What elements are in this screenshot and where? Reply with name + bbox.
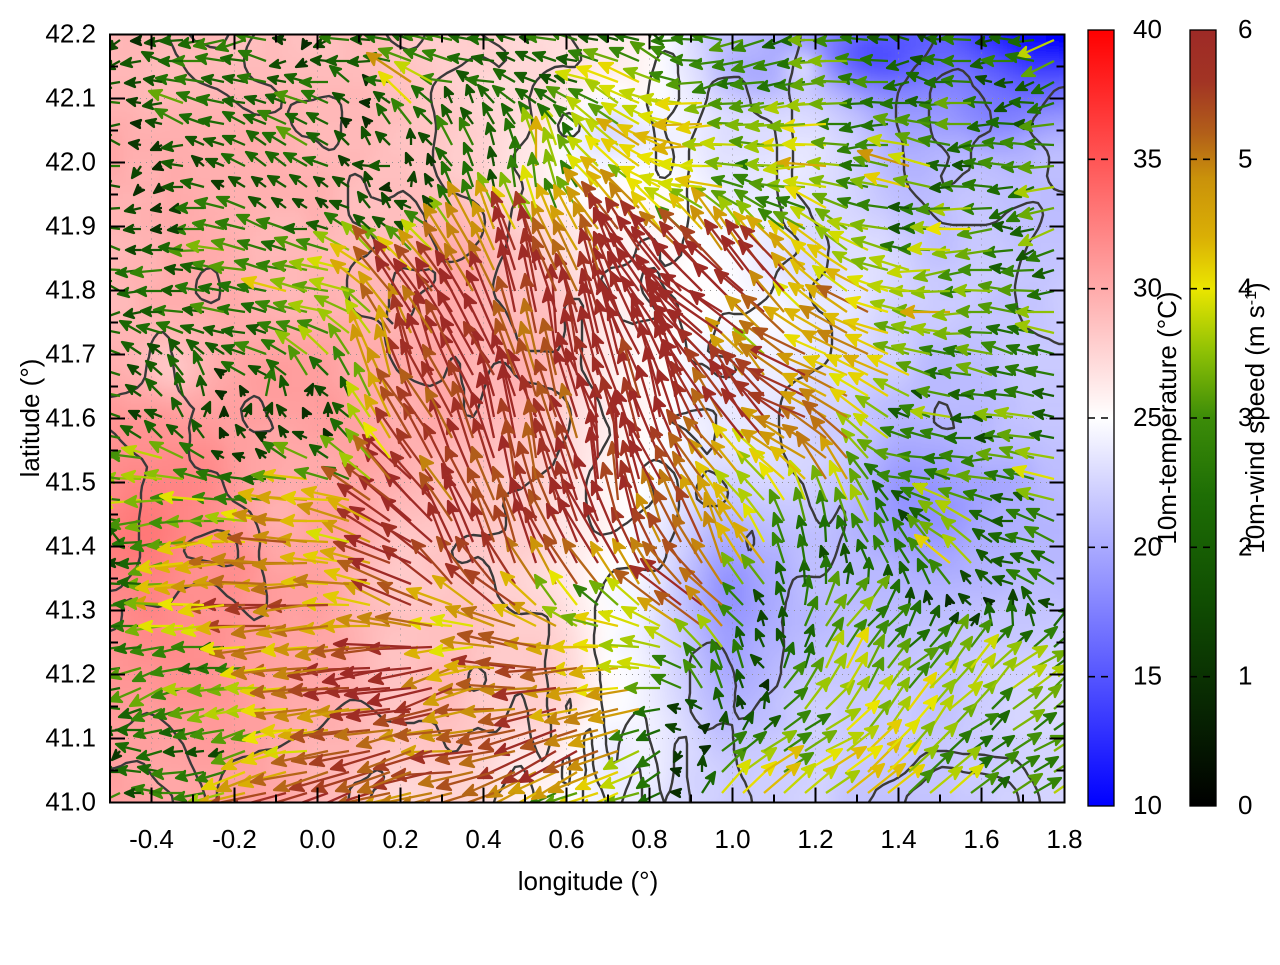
svg-text:1.0: 1.0	[714, 824, 750, 854]
svg-text:41.9: 41.9	[45, 211, 96, 241]
svg-text:1.6: 1.6	[963, 824, 999, 854]
svg-text:1: 1	[1238, 661, 1252, 691]
svg-text:41.5: 41.5	[45, 467, 96, 497]
svg-text:41.6: 41.6	[45, 403, 96, 433]
svg-text:0.8: 0.8	[631, 824, 667, 854]
svg-text:41.4: 41.4	[45, 531, 96, 561]
svg-text:41.1: 41.1	[45, 723, 96, 753]
svg-text:42.1: 42.1	[45, 83, 96, 113]
svg-text:1.8: 1.8	[1046, 824, 1082, 854]
svg-text:0.0: 0.0	[299, 824, 335, 854]
svg-text:20: 20	[1133, 531, 1162, 561]
svg-text:15: 15	[1133, 661, 1162, 691]
svg-text:42.2: 42.2	[45, 19, 96, 49]
svg-text:41.2: 41.2	[45, 659, 96, 689]
svg-text:30: 30	[1133, 273, 1162, 303]
svg-text:-0.4: -0.4	[129, 824, 174, 854]
svg-text:latitude (°): latitude (°)	[15, 359, 45, 478]
svg-text:0: 0	[1238, 790, 1252, 820]
svg-text:6: 6	[1238, 14, 1252, 44]
svg-text:40: 40	[1133, 14, 1162, 44]
svg-text:0.2: 0.2	[382, 824, 418, 854]
svg-text:0.4: 0.4	[465, 824, 501, 854]
svg-text:10m-temperature (°C): 10m-temperature (°C)	[1152, 291, 1182, 544]
svg-text:4: 4	[1238, 273, 1252, 303]
svg-text:41.3: 41.3	[45, 595, 96, 625]
svg-text:5: 5	[1238, 143, 1252, 173]
svg-text:-0.2: -0.2	[212, 824, 257, 854]
svg-text:25: 25	[1133, 402, 1162, 432]
svg-text:41.7: 41.7	[45, 339, 96, 369]
svg-text:35: 35	[1133, 143, 1162, 173]
svg-text:3: 3	[1238, 402, 1252, 432]
svg-text:10m-wind speed (m s-1): 10m-wind speed (m s-1)	[1240, 282, 1270, 553]
svg-text:41.8: 41.8	[45, 275, 96, 305]
svg-text:longitude (°): longitude (°)	[518, 866, 658, 896]
svg-text:42.0: 42.0	[45, 147, 96, 177]
svg-text:1.4: 1.4	[880, 824, 916, 854]
svg-text:0.6: 0.6	[548, 824, 584, 854]
svg-text:10: 10	[1133, 790, 1162, 820]
svg-text:2: 2	[1238, 531, 1252, 561]
svg-text:41.0: 41.0	[45, 787, 96, 817]
svg-text:1.2: 1.2	[797, 824, 833, 854]
